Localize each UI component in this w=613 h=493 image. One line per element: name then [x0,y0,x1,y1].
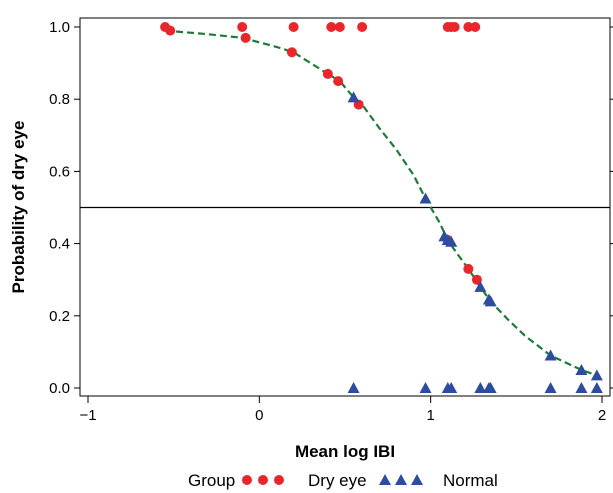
normal-point [419,192,432,204]
normal-point [575,382,588,393]
dry-eye-point [470,22,481,32]
fit-curve [165,29,598,377]
dry-eye-point [322,68,333,79]
legend-dry-eye-marker [258,475,268,485]
legend-normal-marker [411,474,423,485]
legend-normal-marker [395,474,407,485]
x-tick-label: 1 [426,407,434,424]
normal-point [474,280,487,292]
dry-eye-point [449,22,460,32]
dry-eye-point [463,263,474,274]
legend-title: Group [188,471,235,490]
dry-eye-point [240,32,251,43]
dry-eye-point [463,22,474,32]
y-tick-label: 0.8 [49,91,70,108]
normal-point [590,369,603,381]
y-axis: 0.0 0.2 0.4 0.6 0.8 1.0 [49,19,613,397]
dry-eye-point [333,76,344,87]
legend-dry-eye-label: Dry eye [308,471,367,490]
x-axis: −1 0 1 2 [79,396,606,424]
x-tick-label: 0 [255,407,263,424]
normal-point [544,382,557,393]
normal-point [544,349,557,361]
x-axis-title: Mean log IBI [295,442,395,461]
dry-eye-point [334,22,345,32]
normal-point [347,91,360,103]
y-axis-title: Probability of dry eye [9,121,28,294]
legend: Group Dry eye Normal [188,471,498,490]
normal-point [474,382,487,393]
y-tick-label: 0.0 [49,380,70,397]
x-tick-label: −1 [79,407,96,424]
legend-dry-eye-marker [242,475,252,485]
y-tick-label: 1.0 [49,19,70,36]
dry-eye-point [237,22,248,32]
normal-point [575,363,588,375]
normal-point [445,235,458,247]
dry-eye-point [165,25,176,36]
dry-eye-point [326,22,337,32]
normal-point [484,295,497,307]
legend-dry-eye-marker [274,475,284,485]
normal-point [347,382,360,393]
legend-dry-eye-markers [242,475,284,485]
normal-point [484,382,497,393]
x-tick-label: 2 [598,407,606,424]
dry-eye-point [357,22,368,32]
y-tick-label: 0.4 [49,236,70,253]
dry-eye-point [286,47,297,58]
legend-normal-marker [379,474,391,485]
y-tick-label: 0.6 [49,163,70,180]
normal-point [445,382,458,393]
data-points [160,22,603,393]
dry-eye-point [288,22,299,32]
y-tick-label: 0.2 [49,308,70,325]
dry-eye-point [471,274,482,285]
legend-normal-label: Normal [443,471,498,490]
normal-point [419,382,432,393]
legend-normal-markers [379,474,423,485]
normal-point [590,382,603,393]
